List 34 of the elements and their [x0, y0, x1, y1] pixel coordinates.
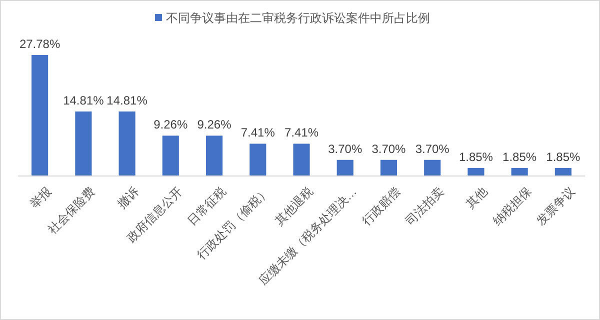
data-label: 7.41% — [240, 126, 276, 140]
bar — [511, 168, 528, 176]
data-label: 27.78% — [19, 37, 60, 51]
data-label: 1.85% — [458, 150, 494, 164]
bar — [468, 168, 484, 176]
data-label: 7.41% — [284, 126, 319, 140]
data-label: 9.26% — [154, 118, 188, 132]
data-label: 9.26% — [197, 118, 232, 132]
x-tick-label: 纳税担保 — [490, 184, 534, 228]
bar — [336, 160, 354, 176]
bar — [293, 144, 310, 176]
bar — [75, 111, 92, 176]
bar — [250, 144, 266, 176]
data-label: 3.70% — [415, 142, 450, 156]
data-label: 1.85% — [502, 150, 537, 164]
x-tick-label: 司法拍卖 — [402, 184, 447, 228]
bar — [162, 136, 179, 176]
x-tick-label: 发票争议 — [534, 184, 578, 228]
bar — [206, 136, 223, 176]
x-tick-label: 撤诉 — [114, 184, 142, 212]
x-tick-label: 举报 — [27, 184, 54, 212]
data-label: 3.70% — [372, 142, 406, 156]
legend: 不同争议事由在二审税务行政诉讼案件中所占比例 — [155, 11, 430, 25]
x-tick-label: 其他 — [463, 184, 490, 212]
bar — [118, 111, 136, 176]
bar — [554, 168, 572, 176]
bar — [32, 55, 48, 176]
data-label: 3.70% — [328, 142, 362, 156]
data-label: 14.81% — [106, 93, 148, 108]
data-label: 1.85% — [546, 150, 581, 164]
data-label: 14.81% — [63, 93, 104, 108]
bar — [424, 160, 441, 176]
x-tick-label: 行政赔偿 — [359, 184, 404, 228]
bar — [380, 160, 398, 176]
